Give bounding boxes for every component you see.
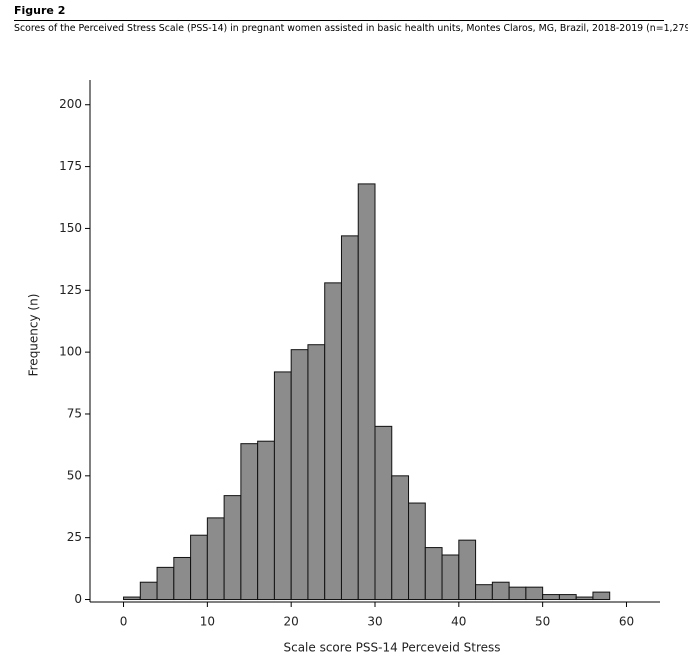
bar	[475, 584, 493, 601]
figure-label: Figure 2	[14, 4, 66, 17]
x-axis-label: Scale score PSS-14 Perceveid Stress	[283, 641, 500, 655]
bar	[273, 371, 292, 601]
x-tick-label: 20	[284, 615, 299, 629]
bar	[491, 581, 510, 601]
bar	[441, 554, 460, 601]
y-tick-label: 150	[59, 221, 82, 235]
bar	[391, 475, 410, 601]
x-tick-label: 50	[535, 615, 550, 629]
bar	[542, 594, 560, 601]
bar	[374, 425, 393, 601]
bar	[190, 534, 208, 601]
x-tick-label: 60	[619, 615, 634, 629]
bar	[257, 440, 275, 601]
y-axis-label: Frequency (n)	[27, 294, 41, 377]
bar	[156, 566, 175, 601]
y-tick-label: 175	[59, 159, 82, 173]
bar	[424, 547, 443, 601]
bar	[173, 556, 192, 601]
y-tick-label: 75	[67, 406, 82, 420]
x-tick-label: 40	[451, 615, 466, 629]
bar	[307, 344, 326, 601]
y-tick-label: 0	[74, 592, 82, 606]
bar	[123, 596, 141, 601]
bar	[558, 594, 577, 601]
bar	[290, 349, 309, 601]
y-tick-label: 200	[59, 97, 82, 111]
bar	[223, 495, 242, 601]
bar	[408, 502, 426, 601]
x-tick-label: 30	[367, 615, 382, 629]
x-tick-label: 10	[200, 615, 215, 629]
bar	[357, 183, 376, 601]
bar	[508, 586, 527, 601]
bar	[340, 235, 359, 601]
bar	[592, 591, 611, 601]
bar	[525, 586, 544, 601]
bar	[240, 443, 259, 601]
bar	[139, 581, 158, 601]
rule	[14, 20, 664, 21]
x-tick-label: 0	[120, 615, 128, 629]
bar	[206, 517, 225, 601]
y-tick-label: 100	[59, 345, 82, 359]
y-tick-label: 125	[59, 283, 82, 297]
y-tick-label: 25	[67, 530, 82, 544]
caption: Scores of the Perceived Stress Scale (PS…	[14, 23, 688, 34]
bar	[324, 282, 342, 601]
bar	[458, 539, 477, 601]
bar	[575, 596, 594, 601]
y-tick-label: 50	[67, 468, 82, 482]
